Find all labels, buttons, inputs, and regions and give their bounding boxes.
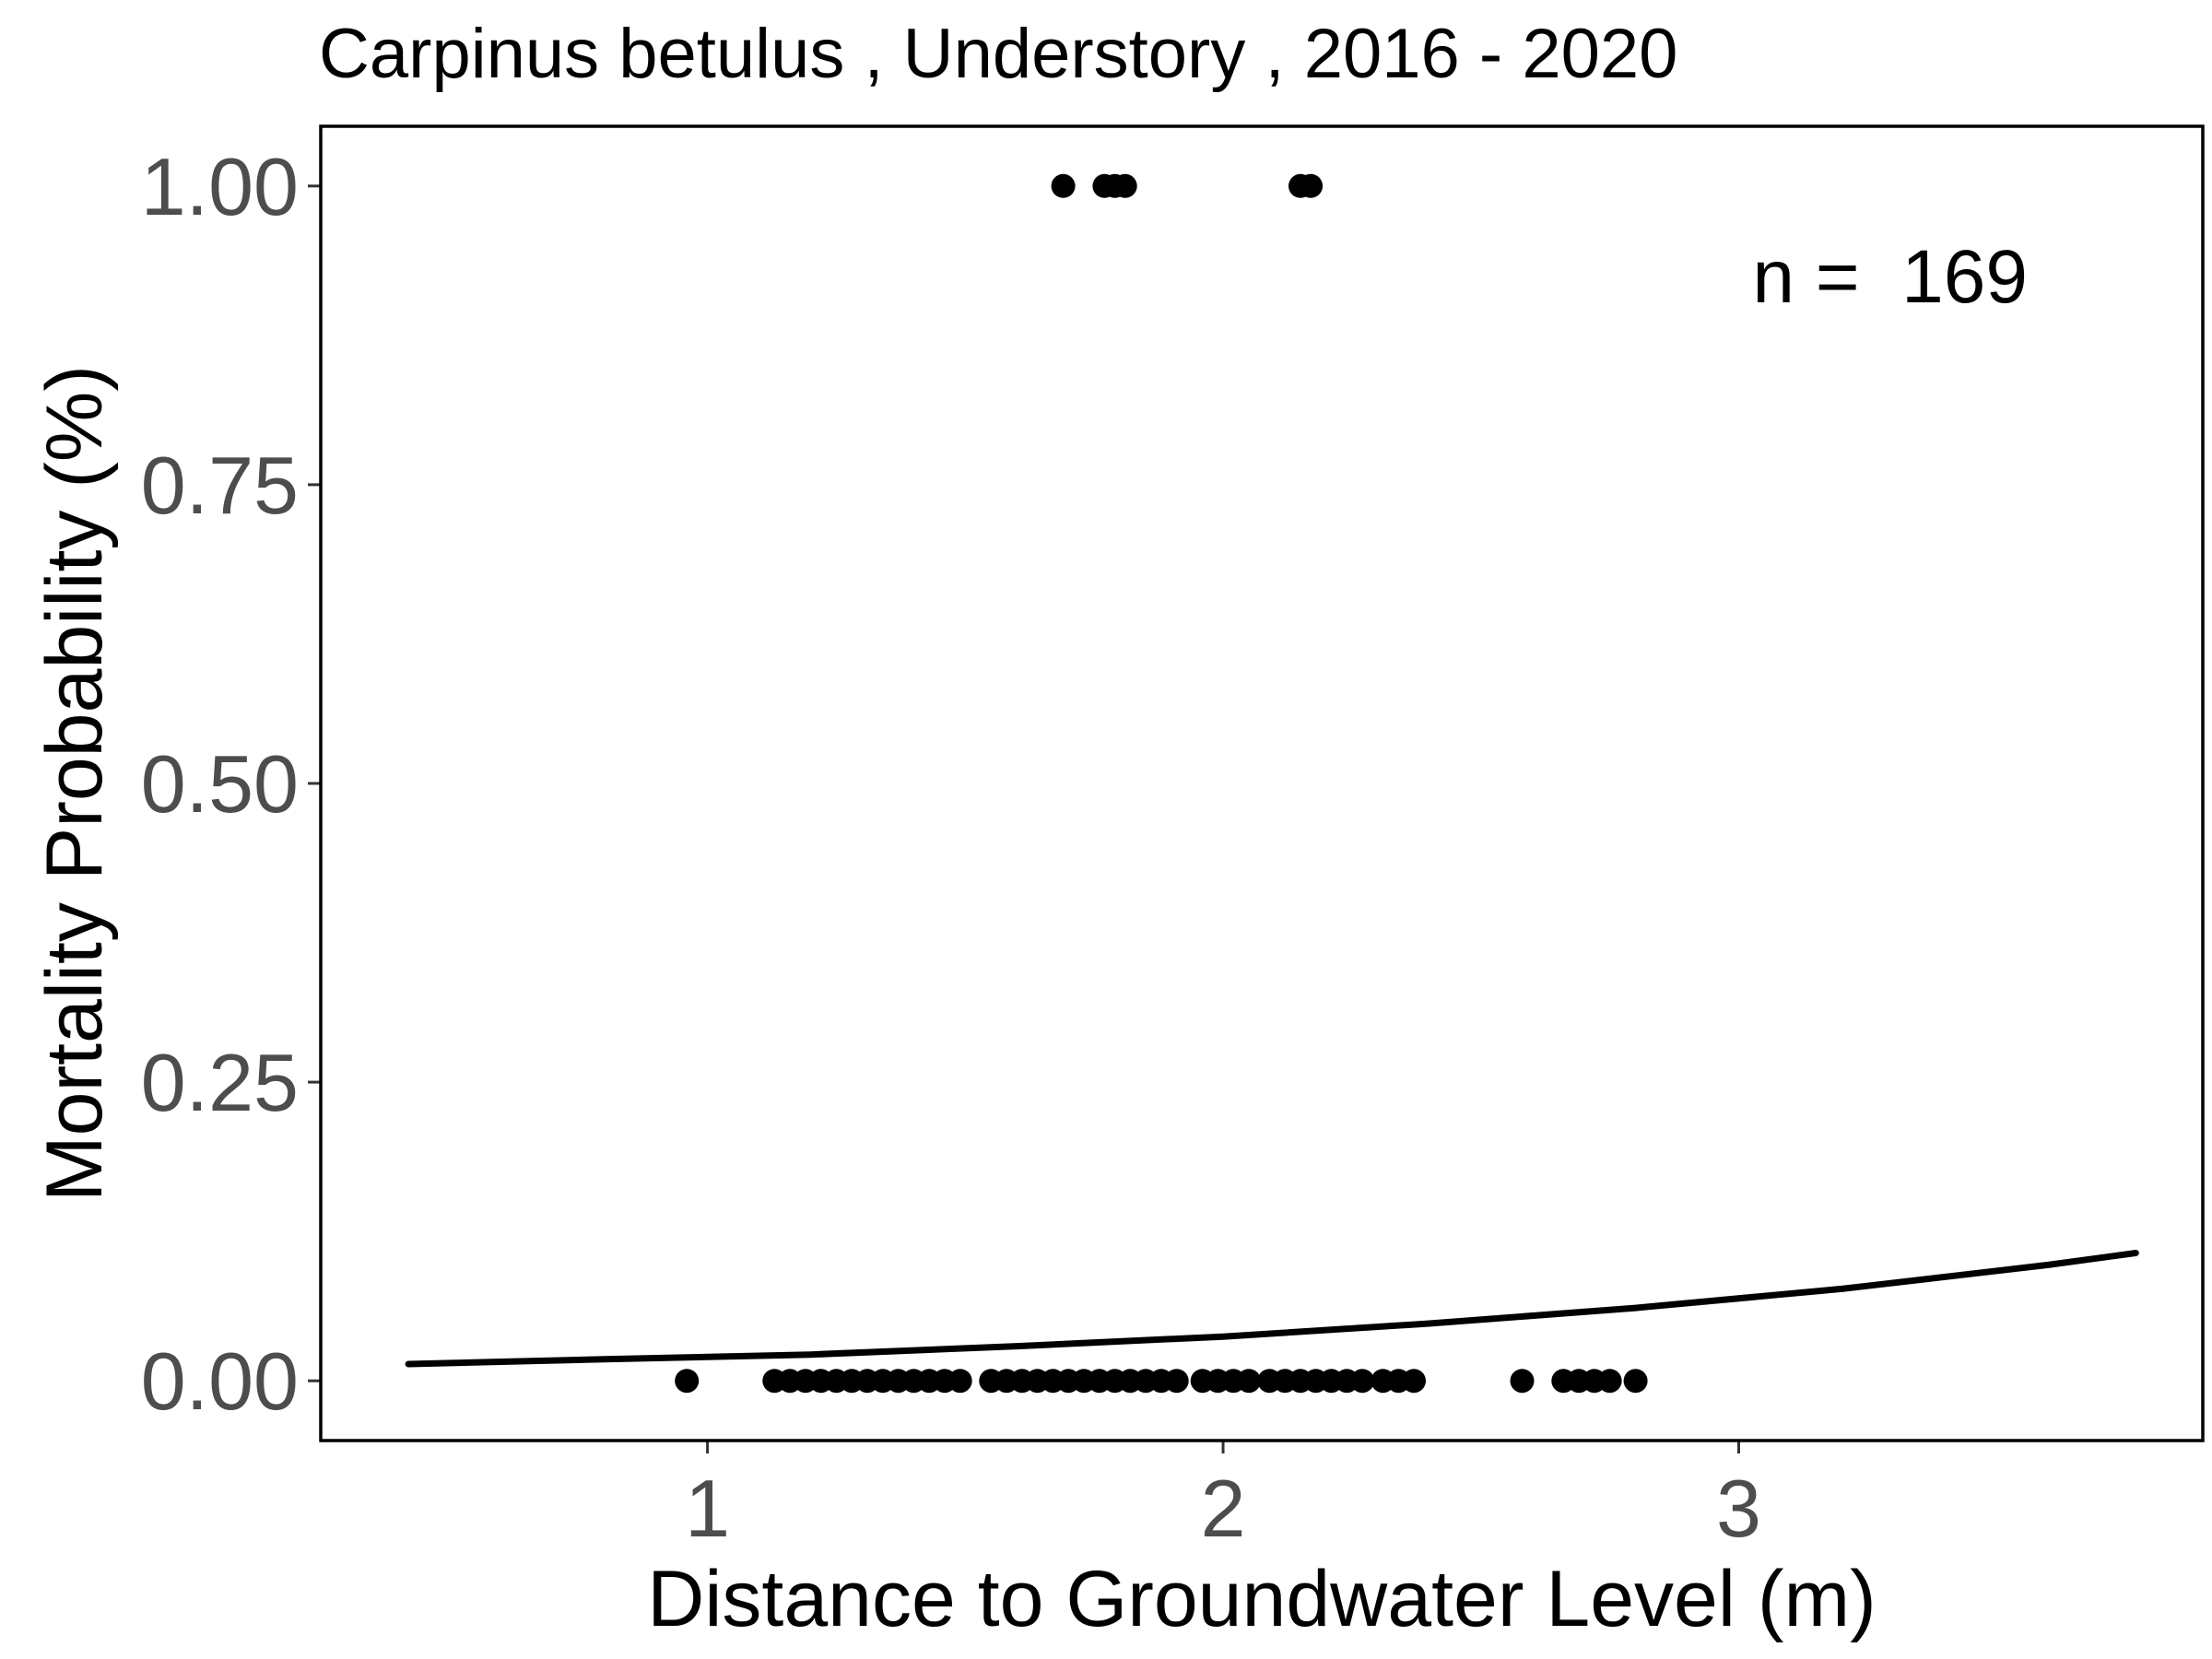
fit-line bbox=[405, 1250, 2139, 1368]
data-point bbox=[675, 1369, 700, 1394]
data-point bbox=[1510, 1369, 1535, 1394]
points-layer bbox=[675, 173, 1648, 1394]
y-tick-label: 0.00 bbox=[141, 1335, 299, 1427]
x-tick-label: 3 bbox=[1716, 1463, 1761, 1554]
sample-size-annotation: n = 169 bbox=[1752, 235, 2028, 319]
data-point bbox=[1402, 1369, 1426, 1394]
fit-line-layer bbox=[405, 1250, 2139, 1368]
y-tick-label: 0.25 bbox=[141, 1037, 299, 1128]
y-tick-label: 0.50 bbox=[141, 738, 299, 830]
data-point bbox=[1299, 173, 1324, 198]
chart-title: Carpinus betulus , Understory , 2016 - 2… bbox=[319, 15, 1677, 93]
data-point bbox=[1597, 1369, 1622, 1394]
data-point bbox=[1164, 1369, 1189, 1394]
x-tick-label: 1 bbox=[685, 1463, 730, 1554]
y-axis-ticks: 0.00 0.25 0.50 0.75 1.00 bbox=[141, 141, 321, 1427]
y-tick-label: 1.00 bbox=[141, 141, 299, 232]
x-tick-label: 2 bbox=[1201, 1463, 1246, 1554]
y-tick-label: 0.75 bbox=[141, 440, 299, 531]
x-axis-ticks: 1 2 3 bbox=[685, 1441, 1761, 1554]
data-point bbox=[1051, 173, 1076, 198]
y-axis-title: Mortality Probability (%) bbox=[30, 365, 119, 1202]
data-point bbox=[1623, 1369, 1648, 1394]
data-point bbox=[1350, 1369, 1375, 1394]
x-axis-title: Distance to Groundwater Level (m) bbox=[647, 1555, 1877, 1643]
data-point bbox=[1237, 1369, 1261, 1394]
plot-panel-border bbox=[319, 124, 2205, 1442]
data-point bbox=[947, 1369, 972, 1394]
data-point bbox=[1112, 173, 1137, 198]
